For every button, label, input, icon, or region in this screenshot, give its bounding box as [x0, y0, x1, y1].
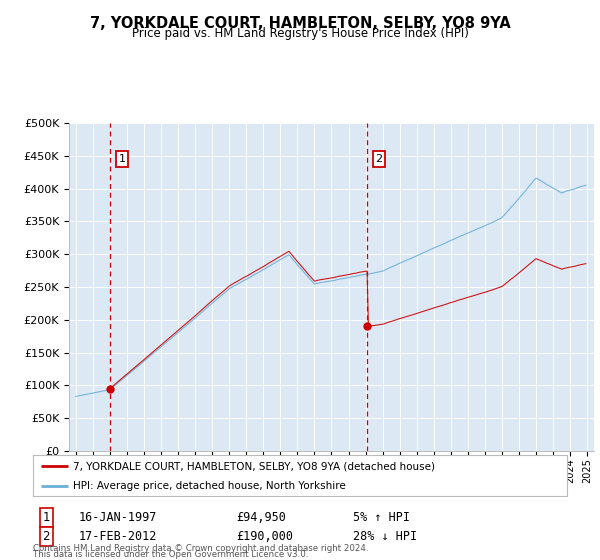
- Text: Contains HM Land Registry data © Crown copyright and database right 2024.: Contains HM Land Registry data © Crown c…: [33, 544, 368, 553]
- Text: 2: 2: [376, 154, 383, 164]
- Text: £94,950: £94,950: [236, 511, 286, 524]
- Text: 2: 2: [43, 530, 50, 543]
- Text: This data is licensed under the Open Government Licence v3.0.: This data is licensed under the Open Gov…: [33, 550, 308, 559]
- Text: 1: 1: [118, 154, 125, 164]
- Text: 5% ↑ HPI: 5% ↑ HPI: [353, 511, 410, 524]
- Text: 7, YORKDALE COURT, HAMBLETON, SELBY, YO8 9YA (detached house): 7, YORKDALE COURT, HAMBLETON, SELBY, YO8…: [73, 461, 435, 471]
- Text: HPI: Average price, detached house, North Yorkshire: HPI: Average price, detached house, Nort…: [73, 481, 346, 491]
- Text: 1: 1: [43, 511, 50, 524]
- Text: 16-JAN-1997: 16-JAN-1997: [79, 511, 157, 524]
- Text: 28% ↓ HPI: 28% ↓ HPI: [353, 530, 418, 543]
- Text: 17-FEB-2012: 17-FEB-2012: [79, 530, 157, 543]
- Text: Price paid vs. HM Land Registry's House Price Index (HPI): Price paid vs. HM Land Registry's House …: [131, 27, 469, 40]
- Text: £190,000: £190,000: [236, 530, 293, 543]
- Text: 7, YORKDALE COURT, HAMBLETON, SELBY, YO8 9YA: 7, YORKDALE COURT, HAMBLETON, SELBY, YO8…: [89, 16, 511, 31]
